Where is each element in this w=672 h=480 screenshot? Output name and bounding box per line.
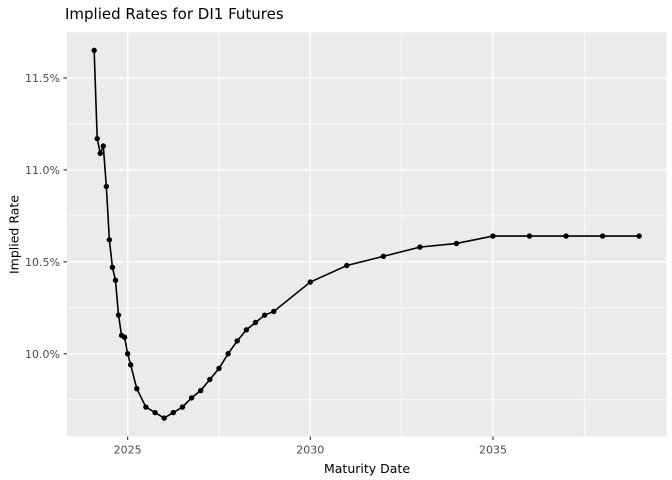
data-point bbox=[143, 404, 149, 410]
y-tick-label: 11.5% bbox=[25, 72, 60, 85]
data-point bbox=[636, 233, 642, 239]
chart-title: Implied Rates for DI1 Futures bbox=[65, 5, 284, 23]
data-point bbox=[261, 312, 268, 318]
panel-background bbox=[67, 32, 667, 437]
data-point bbox=[152, 409, 158, 416]
data-point bbox=[307, 279, 314, 285]
data-point bbox=[599, 233, 606, 239]
x-tick-label: 2025 bbox=[114, 444, 142, 457]
data-point bbox=[103, 183, 110, 190]
data-point bbox=[94, 135, 100, 142]
x-tick-label: 2035 bbox=[479, 444, 507, 457]
data-point bbox=[225, 351, 231, 357]
x-axis-title: Maturity Date bbox=[323, 461, 411, 476]
data-point bbox=[100, 143, 106, 149]
data-point bbox=[216, 365, 222, 372]
data-point bbox=[453, 240, 460, 247]
data-point bbox=[207, 376, 213, 383]
data-point bbox=[127, 362, 134, 368]
data-point bbox=[112, 277, 119, 283]
data-point bbox=[380, 253, 387, 260]
data-point bbox=[161, 415, 167, 421]
data-point bbox=[91, 47, 97, 54]
data-point bbox=[234, 338, 240, 344]
data-point bbox=[526, 233, 533, 239]
data-point bbox=[134, 385, 140, 392]
data-point bbox=[344, 262, 350, 269]
data-point bbox=[106, 237, 113, 243]
data-point bbox=[271, 308, 277, 315]
data-point bbox=[563, 233, 569, 239]
data-point bbox=[188, 395, 195, 401]
data-point bbox=[179, 404, 186, 410]
data-point bbox=[417, 244, 423, 250]
y-tick-label: 10.0% bbox=[25, 348, 60, 361]
data-point bbox=[97, 150, 103, 157]
y-tick-label: 11.0% bbox=[25, 164, 60, 177]
data-point bbox=[252, 319, 259, 326]
data-point bbox=[490, 233, 496, 239]
data-point bbox=[170, 409, 177, 416]
y-tick-label: 10.5% bbox=[25, 256, 60, 269]
data-point bbox=[109, 264, 116, 271]
data-point bbox=[115, 312, 122, 318]
data-point bbox=[198, 387, 204, 394]
data-point bbox=[243, 327, 250, 333]
data-point bbox=[121, 334, 128, 340]
x-tick-label: 2030 bbox=[296, 444, 324, 457]
data-point bbox=[124, 351, 131, 357]
